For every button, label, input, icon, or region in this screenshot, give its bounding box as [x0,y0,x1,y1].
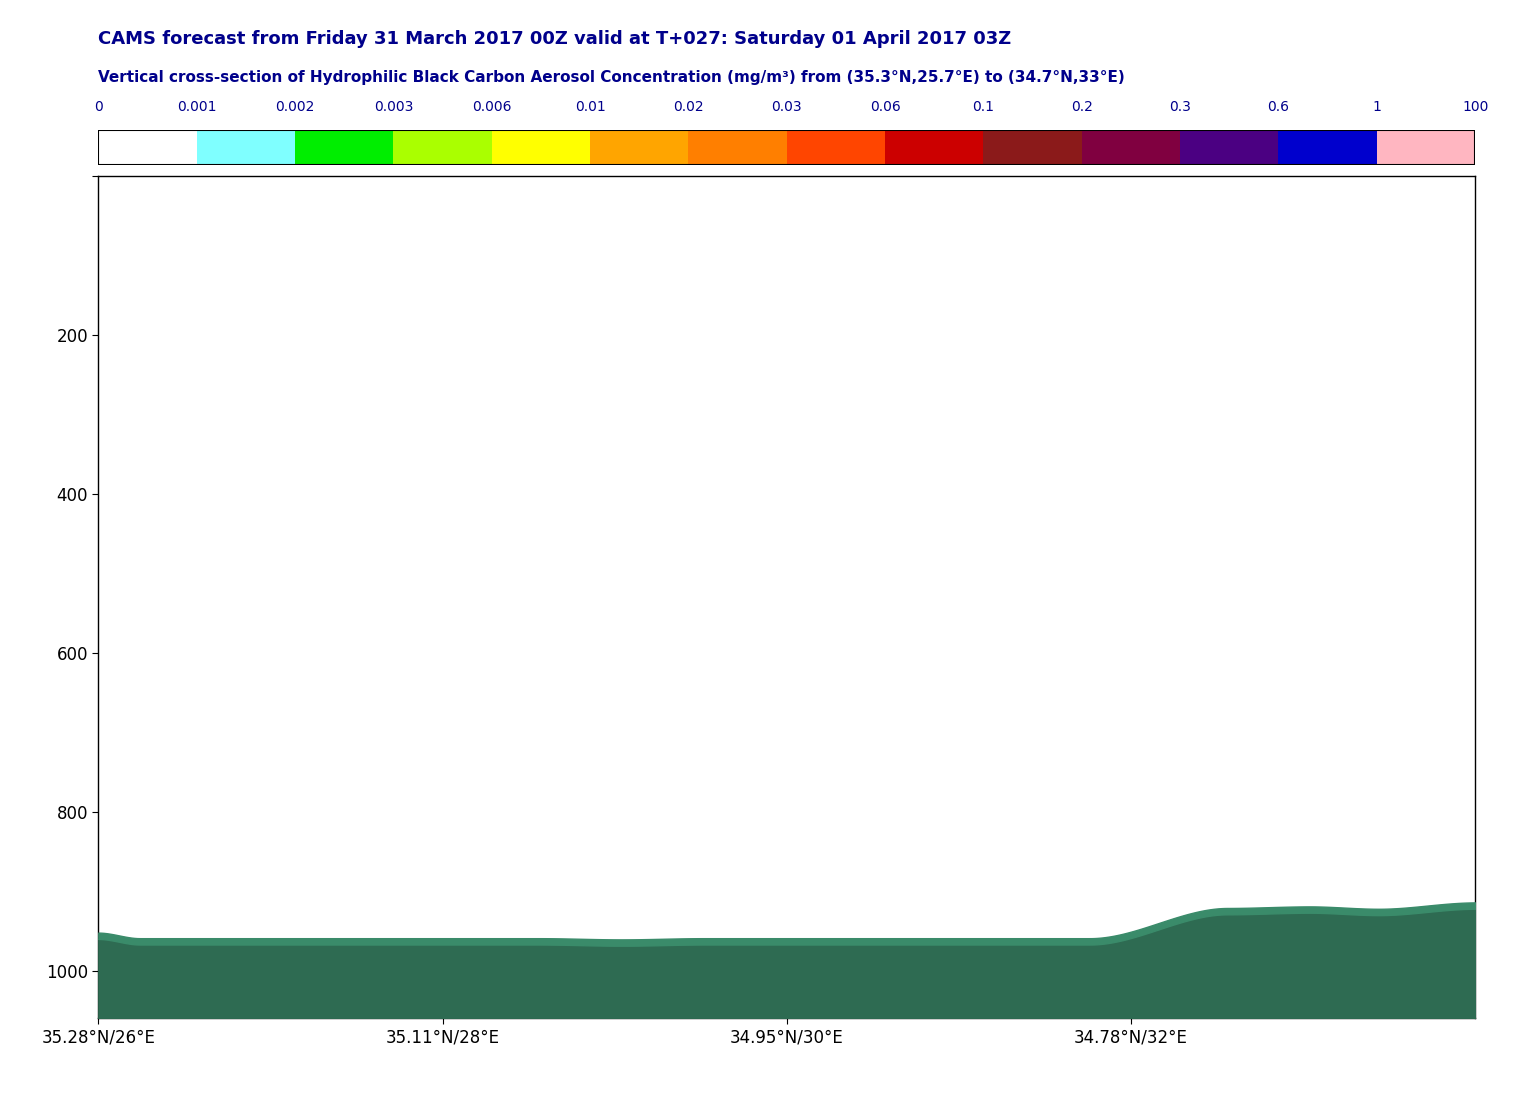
Bar [1377,130,1475,165]
Bar [492,130,590,165]
Text: 0.006: 0.006 [472,100,511,115]
Text: 0.03: 0.03 [772,100,802,115]
Bar [197,130,295,165]
Text: 0.002: 0.002 [275,100,315,115]
Text: 0.001: 0.001 [177,100,216,115]
Text: 0.2: 0.2 [1071,100,1092,115]
Text: Vertical cross-section of Hydrophilic Black Carbon Aerosol Concentration (mg/m³): Vertical cross-section of Hydrophilic Bl… [98,69,1126,85]
Text: 0.003: 0.003 [374,100,413,115]
Bar [787,130,885,165]
Text: 0.01: 0.01 [575,100,605,115]
Text: CAMS forecast from Friday 31 March 2017 00Z valid at T+027: Saturday 01 April 20: CAMS forecast from Friday 31 March 2017 … [98,30,1012,47]
Bar [295,130,393,165]
Bar [1082,130,1180,165]
Text: 0.06: 0.06 [870,100,900,115]
Text: 1: 1 [1372,100,1381,115]
Bar [983,130,1082,165]
Text: 0.3: 0.3 [1170,100,1191,115]
Bar [98,130,197,165]
Text: 0: 0 [94,100,103,115]
Text: 0.02: 0.02 [673,100,704,115]
Text: 0.6: 0.6 [1268,100,1289,115]
Bar [1278,130,1377,165]
Bar [885,130,983,165]
Text: 0.1: 0.1 [973,100,994,115]
Bar [590,130,688,165]
Bar [1180,130,1278,165]
Text: 100: 100 [1462,100,1489,115]
Bar [393,130,492,165]
Bar [688,130,787,165]
